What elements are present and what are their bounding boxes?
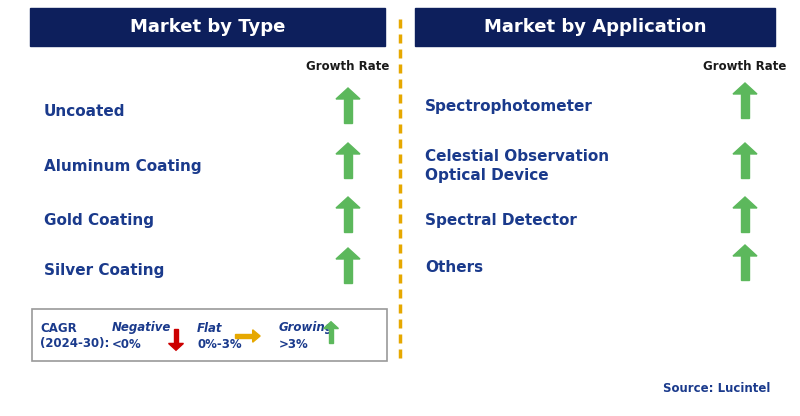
Polygon shape (323, 322, 338, 329)
Text: Uncoated: Uncoated (44, 104, 126, 119)
Bar (235, 334, 253, 339)
Polygon shape (733, 197, 757, 208)
Bar (344, 99, 352, 123)
Text: Source: Lucintel: Source: Lucintel (662, 381, 770, 394)
Text: Silver Coating: Silver Coating (44, 263, 164, 278)
Bar (344, 154, 352, 178)
Polygon shape (336, 88, 360, 99)
Text: Others: Others (425, 260, 483, 275)
Polygon shape (336, 143, 360, 154)
Text: Growth Rate: Growth Rate (703, 59, 786, 72)
Polygon shape (336, 248, 360, 259)
Text: Growing: Growing (279, 322, 334, 334)
Text: Market by Application: Market by Application (484, 18, 706, 36)
Text: Negative: Negative (112, 322, 171, 334)
FancyBboxPatch shape (32, 309, 387, 361)
Bar (329, 329, 334, 344)
Text: CAGR: CAGR (40, 322, 77, 334)
Text: >3%: >3% (279, 337, 309, 351)
Bar (344, 208, 352, 232)
Bar (741, 154, 749, 178)
Text: Gold Coating: Gold Coating (44, 213, 154, 228)
Bar (415, 8, 775, 46)
Text: (2024-30):: (2024-30): (40, 337, 110, 351)
Text: 0%-3%: 0%-3% (197, 337, 242, 351)
Polygon shape (336, 197, 360, 208)
Polygon shape (733, 245, 757, 256)
Polygon shape (253, 330, 260, 342)
Text: Spectral Detector: Spectral Detector (425, 213, 577, 228)
Text: <0%: <0% (112, 337, 142, 351)
Polygon shape (169, 344, 183, 350)
Text: Market by Type: Market by Type (130, 18, 285, 36)
Bar (741, 208, 749, 232)
Polygon shape (733, 83, 757, 94)
Bar (174, 329, 178, 344)
Text: Flat: Flat (197, 322, 222, 334)
Text: Aluminum Coating: Aluminum Coating (44, 158, 202, 173)
Bar (344, 259, 352, 283)
Text: Celestial Observation
Optical Device: Celestial Observation Optical Device (425, 149, 609, 183)
Bar (30, 8, 385, 46)
Bar (741, 94, 749, 118)
Bar (741, 256, 749, 280)
Text: Spectrophotometer: Spectrophotometer (425, 99, 593, 114)
Polygon shape (733, 143, 757, 154)
Text: Growth Rate: Growth Rate (306, 59, 390, 72)
